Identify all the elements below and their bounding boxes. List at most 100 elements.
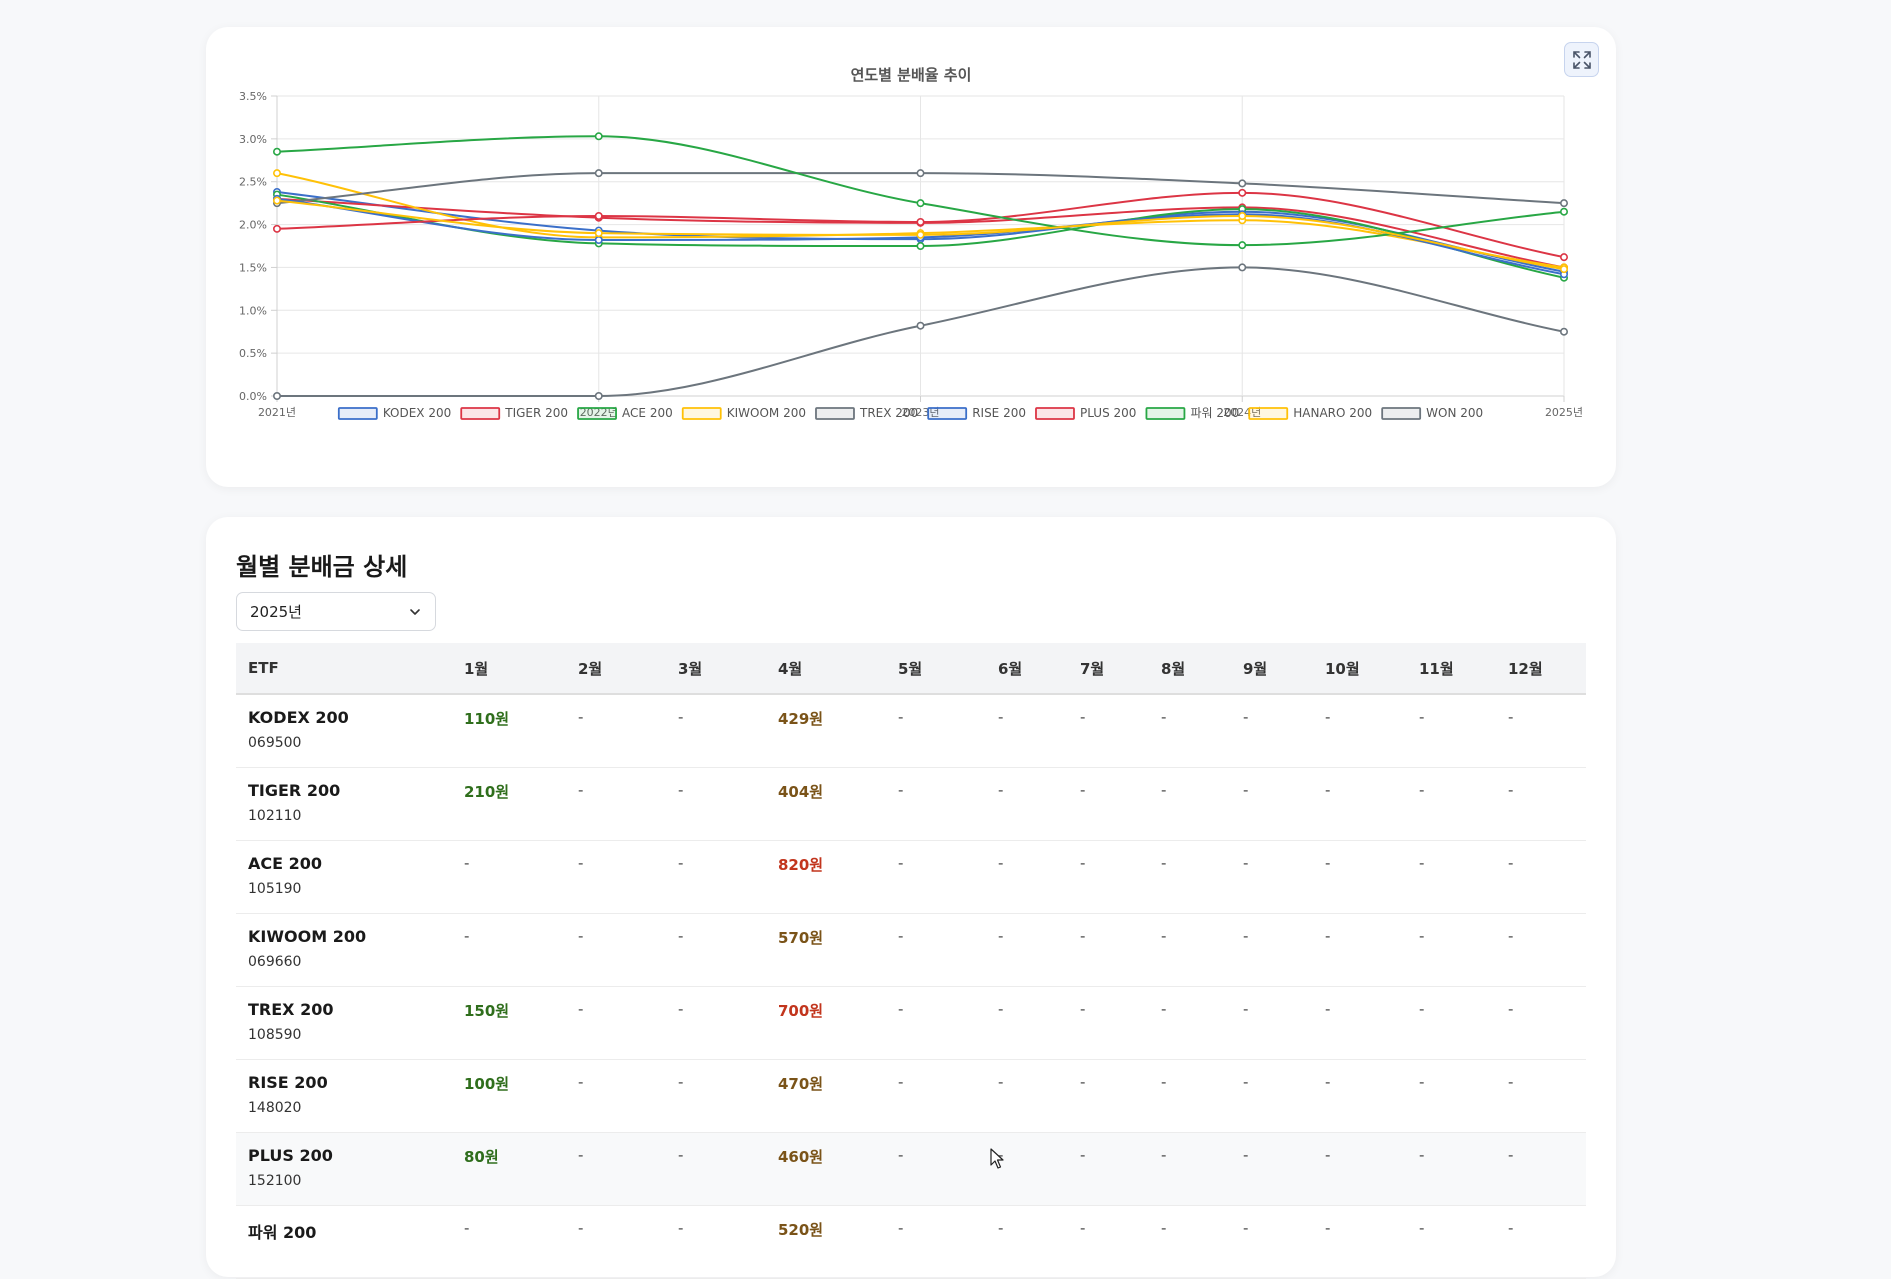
data-point[interactable]	[1560, 199, 1569, 208]
distribution-amount: -	[464, 853, 470, 872]
distribution-amount: -	[998, 1145, 1004, 1164]
distribution-amount: -	[998, 926, 1004, 945]
y-tick-label: 1.5%	[239, 261, 267, 274]
chart-legend[interactable]: KODEX 200 TIGER 200 ACE 200 KIWOOM 200 TREX …	[337, 406, 1483, 420]
header-month: 2월	[566, 643, 666, 695]
legend-item[interactable]: HANARO 200	[1248, 406, 1372, 420]
data-point[interactable]	[594, 169, 603, 178]
header-month: 10월	[1313, 643, 1407, 695]
month-cell: 100원	[452, 1059, 566, 1133]
distribution-amount: -	[1325, 780, 1331, 799]
distribution-amount: -	[678, 708, 684, 726]
expand-chart-button[interactable]	[1564, 42, 1599, 77]
data-point[interactable]	[916, 321, 925, 330]
table-row: TREX 200 108590 150원 - - 700원 - - - - - - - -	[236, 986, 1586, 1060]
year-select[interactable]: 2025년	[236, 592, 436, 631]
y-tick-label: 2.5%	[239, 176, 267, 189]
distribution-amount: -	[1243, 708, 1249, 726]
legend-label: HANARO 200	[1293, 406, 1372, 420]
data-point[interactable]	[273, 147, 282, 156]
legend-swatch	[681, 407, 722, 420]
etf-cell: KODEX 200 069500	[236, 694, 452, 768]
etf-code: 069660	[248, 953, 302, 970]
month-cell: 820원	[766, 840, 886, 914]
month-cell: 470원	[766, 1059, 886, 1133]
legend-swatch	[815, 407, 855, 420]
data-point[interactable]	[594, 212, 603, 221]
legend-item[interactable]: WON 200	[1381, 406, 1483, 420]
distribution-amount: -	[578, 853, 584, 872]
legend-item[interactable]: ACE 200	[577, 406, 673, 420]
data-point[interactable]	[594, 132, 603, 141]
line-chart: 연도별 분배율 추이 0.0% 0.5% 1.0% 1.5% 2.0% 2.5% 3.0% 3…	[239, 66, 1583, 420]
data-point[interactable]	[594, 229, 603, 238]
table-row: PLUS 200 152100 80원 - - 460원 - - - - - - - -	[236, 1132, 1586, 1206]
data-point[interactable]	[916, 242, 925, 251]
distribution-amount: -	[1419, 926, 1425, 945]
legend-item[interactable]: PLUS 200	[1035, 406, 1136, 420]
data-point[interactable]	[916, 218, 925, 227]
month-cell: -	[986, 986, 1068, 1060]
month-cell: 404원	[766, 767, 886, 841]
data-point[interactable]	[273, 169, 282, 178]
legend-item[interactable]: RISE 200	[927, 406, 1026, 420]
month-cell: 700원	[766, 986, 886, 1060]
distribution-amount: -	[1325, 1072, 1331, 1091]
data-point[interactable]	[1238, 188, 1247, 197]
legend-item[interactable]: TREX 200	[815, 406, 918, 420]
month-cell: -	[666, 986, 766, 1060]
legend-item[interactable]: 파워 200	[1145, 406, 1239, 420]
month-cell: -	[666, 1205, 766, 1279]
data-point[interactable]	[1238, 179, 1247, 188]
data-point[interactable]	[1560, 265, 1569, 274]
etf-cell: TIGER 200 102110	[236, 767, 452, 841]
y-tick-label: 0.5%	[239, 347, 267, 360]
distribution-amount: -	[898, 1072, 904, 1091]
table-row: ACE 200 105190 - - - 820원 - - - - - - - -	[236, 840, 1586, 914]
legend-item[interactable]: KIWOOM 200	[681, 406, 806, 420]
etf-name: RISE 200	[248, 1072, 328, 1092]
month-cell: -	[1231, 986, 1313, 1060]
data-point[interactable]	[1560, 253, 1569, 262]
distribution-amount: -	[678, 1218, 684, 1237]
data-point[interactable]	[916, 230, 925, 239]
data-point[interactable]	[594, 236, 603, 245]
month-cell: -	[1496, 767, 1586, 841]
etf-cell: RISE 200 148020	[236, 1059, 452, 1133]
data-point[interactable]	[1560, 327, 1569, 336]
month-cell: -	[1231, 1205, 1313, 1279]
distribution-amount: 460원	[778, 1147, 824, 1166]
y-tick-label: 1.0%	[239, 304, 267, 317]
distribution-amount: -	[1080, 926, 1086, 945]
month-cell: 150원	[452, 986, 566, 1060]
data-point[interactable]	[916, 169, 925, 178]
data-point[interactable]	[916, 199, 925, 208]
distribution-amount: -	[578, 999, 584, 1018]
month-cell: -	[1313, 986, 1407, 1060]
distribution-amount: -	[1508, 926, 1514, 945]
month-cell: 520원	[766, 1205, 886, 1279]
month-cell: -	[1231, 694, 1313, 768]
distribution-amount: -	[578, 708, 584, 726]
distribution-amount: -	[1080, 1145, 1086, 1164]
distribution-amount: -	[1508, 853, 1514, 872]
month-cell: -	[886, 986, 986, 1060]
x-tick-label: 2021년	[258, 406, 296, 419]
data-point[interactable]	[594, 391, 603, 400]
data-point[interactable]	[273, 224, 282, 233]
distribution-amount: -	[1080, 1072, 1086, 1091]
data-point[interactable]	[1238, 241, 1247, 250]
legend-label: ACE 200	[622, 406, 673, 420]
data-point[interactable]	[1238, 212, 1247, 221]
distribution-amount: -	[1080, 780, 1086, 799]
distribution-amount: -	[1325, 1218, 1331, 1237]
data-point[interactable]	[273, 391, 282, 400]
legend-item[interactable]: KODEX 200	[337, 406, 451, 420]
legend-item[interactable]: TIGER 200	[460, 406, 568, 420]
data-point[interactable]	[1560, 207, 1569, 216]
data-point[interactable]	[1238, 263, 1247, 272]
data-point[interactable]	[273, 196, 282, 205]
etf-cell: PLUS 200 152100	[236, 1132, 452, 1206]
month-cell: -	[566, 767, 666, 841]
month-cell: -	[1496, 1132, 1586, 1206]
